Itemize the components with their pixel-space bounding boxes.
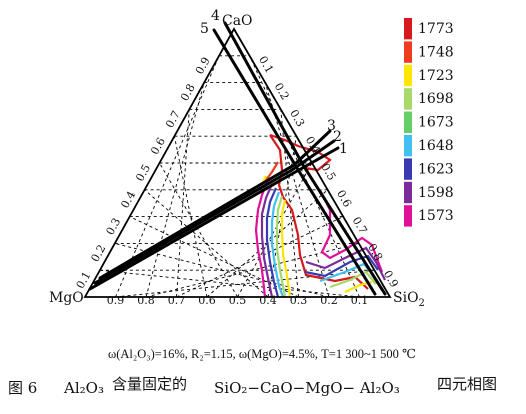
tick-label: 0.3 [290,294,308,307]
tick-label: 0.6 [198,294,216,307]
legend-swatch [404,111,412,133]
isotherm-curve [260,183,274,298]
grid-line [145,82,205,298]
legend-swatch [404,88,412,110]
isotherm-curve [265,187,280,298]
grid-line [115,269,375,298]
vertex-label-right: SiO2 [393,290,425,309]
legend-label: 1598 [418,185,454,201]
vertex-label-left: MgO [49,290,84,306]
isotherm-curve [270,191,285,298]
tick-label: 0.2 [320,294,338,307]
grid-line [114,242,330,298]
legend-swatch [404,41,412,63]
tick-label: 0.7 [168,294,186,307]
caption-part-3: SiO₂−CaO−MgO− Al₂O₃ [214,379,400,397]
grid-line [99,269,360,298]
isotherm-curve [304,254,379,278]
legend-label: 1698 [418,91,454,107]
series-number: 3 [327,118,336,134]
isotherm-curve [280,199,292,298]
isotherm-curve [275,195,287,298]
series-number: 1 [339,141,348,157]
isotherm-curve [329,270,377,289]
grid-line [129,216,299,298]
caption-part-2: 含量固定的 [112,375,187,393]
legend-swatch [404,135,412,157]
legend-swatch [404,18,412,40]
tick-label: 0.4 [259,294,277,307]
isotherm-curve [305,246,386,281]
grid-line [159,162,238,298]
figure-caption: 图 6 Al₂O₃ 含量固定的 SiO₂−CaO−MgO− Al₂O₃ 四元相图 [8,375,497,397]
series-number: 5 [200,21,209,37]
series-number: 2 [333,129,342,145]
series-number-labels: 123 45 [200,8,348,157]
series-number: 4 [211,8,220,24]
legend-label: 1573 [418,208,454,224]
legend-label: 1773 [418,21,454,37]
conditions-text: ω(Al₂O₃)=16%, R₂=1.15, ω(MgO)=4.5%, T=1 … [108,347,416,361]
caption-part-4: 四元相图 [437,375,497,393]
legend-label: 1723 [418,68,454,84]
isotherm-curve [269,134,369,290]
grid-line [115,55,220,298]
legend-label: 1673 [418,115,454,131]
series-line [223,21,387,296]
legend-swatch [404,205,412,227]
tick-label: 0.1 [351,294,369,307]
vertex-label-top: CaO [222,13,253,29]
grid-line [249,55,360,298]
bottom-edge-ticks: 0.9 0.8 0.7 0.6 0.5 0.4 0.3 0.2 0.1 [107,294,369,307]
caption-part-1: Al₂O₃ [63,379,104,397]
series-line [93,139,336,285]
tick-label: 0.8 [137,294,155,307]
tick-label: 0.9 [107,294,125,307]
series-line [88,146,340,291]
legend-label: 1648 [418,138,454,154]
legend-swatch [404,158,412,180]
series-line [212,28,377,296]
legend-label: 1748 [418,44,454,60]
grid-line [176,109,190,298]
series-lines [88,21,387,296]
legend-swatch [404,181,412,204]
isotherm-curve [254,179,270,298]
isotherm-curve [265,161,279,181]
legend: 1773 1748 1723 1698 1673 1648 1623 1598 1573 [404,18,454,227]
grid-line [237,162,313,298]
tick-label: 0.5 [229,294,247,307]
legend-label: 1623 [418,161,454,177]
isotherm-curve [319,189,384,273]
legend-swatch [404,64,412,87]
caption-figure-number: 图 6 [8,379,37,397]
